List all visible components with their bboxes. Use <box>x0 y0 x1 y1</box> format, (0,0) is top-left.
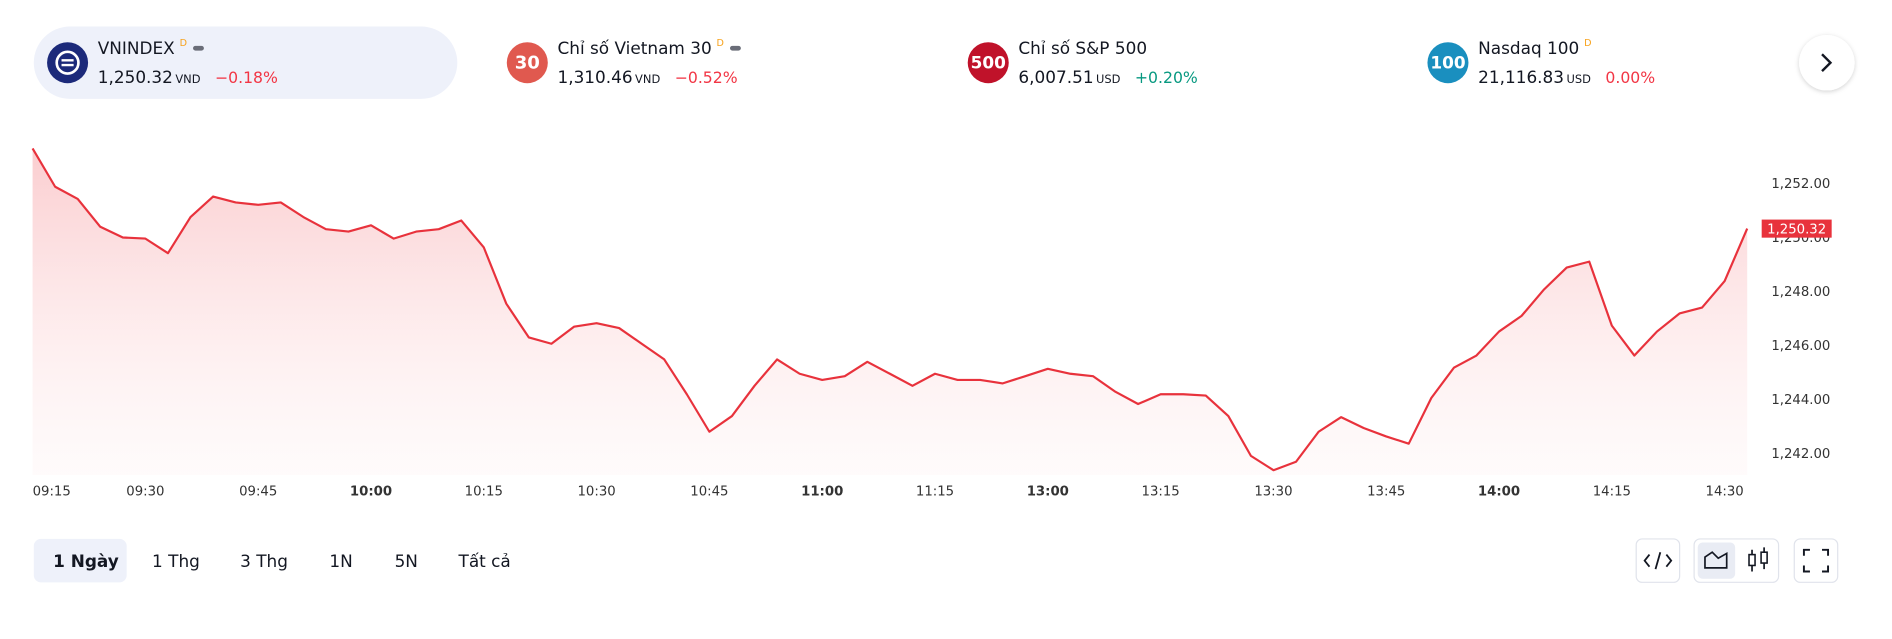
ticker[interactable]: VNINDEX D 1,250.32 VND −0.18% <box>47 38 278 87</box>
candle-style-button[interactable] <box>1748 547 1768 572</box>
ticker[interactable]: 30 Chỉ số Vietnam 30 D 1,310.46 VND −0.52% <box>506 38 741 87</box>
fullscreen-button[interactable] <box>1793 538 1839 583</box>
ticker-price: 1,250.32 <box>98 67 173 87</box>
range-tab[interactable]: 1N <box>329 551 352 571</box>
range-tab[interactable]: Tất cả <box>458 551 511 571</box>
ticker-quote: 21,116.83 USD 0.00% <box>1478 67 1655 87</box>
last-price-label: 1,250.32 <box>1767 222 1826 237</box>
status-dash <box>193 45 204 51</box>
index-logo <box>55 50 80 75</box>
y-tick-label: 1,252.00 <box>1771 177 1830 192</box>
x-tick-label: 13:00 <box>1027 485 1069 500</box>
area-icon <box>1704 551 1728 569</box>
range-tab[interactable]: 5N <box>395 551 418 571</box>
x-tick-label: 14:00 <box>1478 485 1520 500</box>
y-tick-label: 1,244.00 <box>1771 393 1830 408</box>
last-price-tag <box>1761 219 1832 238</box>
x-tick-label: 11:15 <box>916 485 954 500</box>
area <box>32 148 1748 476</box>
ticker-change: −0.52% <box>675 68 738 87</box>
ticker-badge <box>506 42 548 84</box>
ticker-currency: VND <box>635 72 660 86</box>
x-tick-label: 10:30 <box>577 485 615 500</box>
ticker-badge <box>1427 42 1469 84</box>
index-logo <box>61 59 74 67</box>
ticker-change: +0.20% <box>1135 68 1198 87</box>
line <box>31 147 1749 472</box>
ticker-flag: D <box>1584 38 1591 49</box>
badge-text: 100 <box>1430 53 1465 73</box>
area-style-button[interactable] <box>1697 542 1736 579</box>
range-tab[interactable]: 1 Thg <box>152 551 200 571</box>
badge-text: 30 <box>515 53 540 74</box>
ticker-price: 6,007.51 <box>1018 67 1093 87</box>
ticker-flag: D <box>180 38 187 49</box>
x-tick-label: 14:30 <box>1706 485 1744 500</box>
x-tick-label: 13:15 <box>1142 485 1180 500</box>
y-tick-label: 1,246.00 <box>1771 339 1830 354</box>
ticker-flag: D <box>717 38 724 49</box>
ticker-quote: 6,007.51 USD +0.20% <box>1018 67 1198 87</box>
y-tick-label: 1,242.00 <box>1771 447 1830 462</box>
candle-body <box>1760 551 1768 564</box>
x-tick-label: 13:30 <box>1254 485 1292 500</box>
range-tabs: 1 Ngày 1 Thg 3 Thg 1N 5N Tất cả <box>53 551 511 571</box>
ticker-currency: USD <box>1096 72 1121 86</box>
ticker-name-line: Chỉ số Vietnam 30 D <box>557 38 724 58</box>
ticker-badge <box>967 42 1009 84</box>
ticker-currency: VND <box>175 72 200 86</box>
ticker-currency: USD <box>1566 72 1591 86</box>
ticker-price: 1,310.46 <box>557 67 632 87</box>
range-tab[interactable]: 1 Ngày <box>53 551 119 571</box>
y-tick-label: 1,248.00 <box>1771 285 1830 300</box>
chevron-icon <box>1821 53 1833 72</box>
ticker-name: Nasdaq 100 <box>1478 38 1579 58</box>
ticker-price: 21,116.83 <box>1478 67 1564 87</box>
x-tick-label: 11:00 <box>801 485 843 500</box>
ticker[interactable]: 100 Nasdaq 100 D 21,116.83 USD 0.00% <box>1427 38 1655 87</box>
chart: 1,242.001,244.001,246.001,248.001,250.00… <box>31 147 1832 500</box>
ticker-change: −0.18% <box>215 68 278 87</box>
code-icon <box>1643 551 1673 570</box>
ticker-name-line: Nasdaq 100 D <box>1478 38 1591 58</box>
x-tick-label: 09:45 <box>239 485 277 500</box>
ticker-quote: 1,250.32 VND −0.18% <box>98 67 278 87</box>
x-tick-label: 14:15 <box>1593 485 1631 500</box>
ticker-name-line: Chỉ số S&P 500 <box>1018 38 1147 58</box>
ticker-quote: 1,310.46 VND −0.52% <box>557 67 737 87</box>
x-tick-label: 09:15 <box>33 485 71 500</box>
x-tick-label: 10:00 <box>350 485 392 500</box>
ticker-badge <box>47 42 89 84</box>
candle-body <box>1748 553 1756 567</box>
ticker-change: 0.00% <box>1605 68 1655 87</box>
x-tick-label: 09:30 <box>126 485 164 500</box>
badge-text: 500 <box>971 53 1006 73</box>
status-dash <box>729 45 741 51</box>
range-tab[interactable]: 3 Thg <box>240 551 288 571</box>
x-tick-label: 10:45 <box>690 485 728 500</box>
ticker-name: VNINDEX <box>98 38 175 58</box>
active-tab-bg <box>33 538 127 583</box>
ticker-name-line: VNINDEX D <box>98 38 187 58</box>
next-button[interactable] <box>1799 34 1855 91</box>
x-tick-label: 10:15 <box>465 485 503 500</box>
fullscreen-icon <box>1802 548 1830 573</box>
ticker-name: Chỉ số Vietnam 30 <box>557 38 711 58</box>
active-ticker-card[interactable] <box>33 26 458 99</box>
x-tick-label: 13:45 <box>1367 485 1405 500</box>
ticker[interactable]: 500 Chỉ số S&P 500 6,007.51 USD +0.20% <box>967 38 1198 87</box>
ticker-name: Chỉ số S&P 500 <box>1018 38 1147 58</box>
